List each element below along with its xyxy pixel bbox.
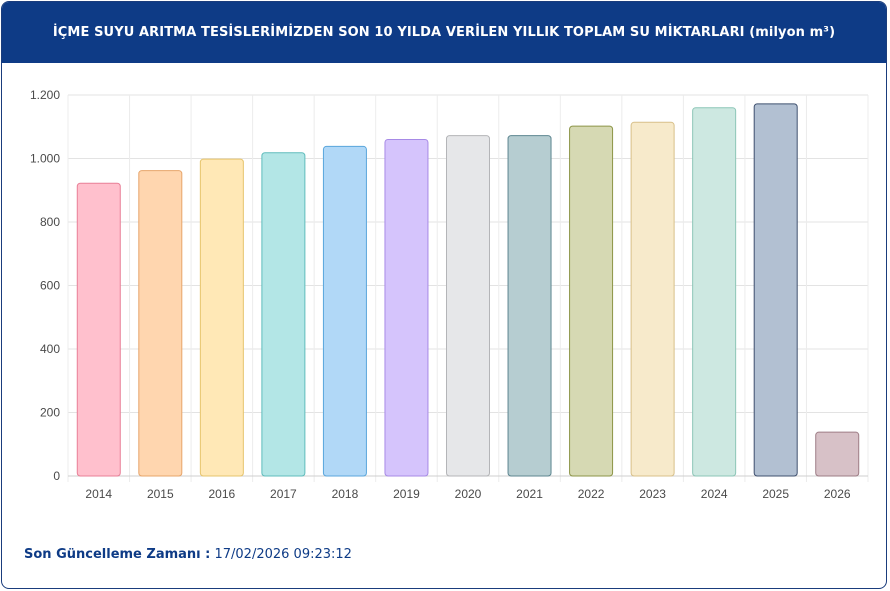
y-tick-label: 600: [40, 279, 60, 293]
y-tick-label: 800: [40, 215, 60, 229]
bar-2020: [446, 135, 490, 477]
bar-2017: [261, 152, 306, 477]
x-tick-label: 2025: [762, 487, 789, 501]
bar-chart: 0 200 400 600 800 1.000 1.200 2014 2015 2016 2017 2…: [30, 88, 869, 501]
x-tick-label: 2024: [701, 487, 728, 501]
bar-2018: [322, 145, 367, 477]
x-tick-label: 2021: [516, 487, 543, 501]
bar-2026: [815, 431, 860, 477]
y-tick-label: 400: [40, 342, 60, 356]
chart-header: İÇME SUYU ARITMA TESİSLERİMİZDEN SON 10 …: [2, 2, 886, 63]
bar-2023: [630, 121, 675, 477]
last-update-value: 17/02/2026 09:23:12: [210, 547, 352, 562]
y-tick-label: 0: [53, 469, 60, 483]
bar-2022: [569, 125, 614, 477]
y-tick-label: 200: [40, 406, 60, 420]
bar-2015: [138, 170, 183, 477]
y-tick-label: 1.200: [30, 88, 60, 102]
x-tick-label: 2022: [578, 487, 605, 501]
x-tick-label: 2026: [824, 487, 851, 501]
x-tick-label: 2020: [455, 487, 482, 501]
x-tick-label: 2018: [332, 487, 359, 501]
x-tick-label: 2019: [393, 487, 420, 501]
x-tick-label: 2015: [147, 487, 174, 501]
x-tick-label: 2023: [639, 487, 666, 501]
x-tick-label: 2014: [85, 487, 112, 501]
x-tick-label: 2017: [270, 487, 297, 501]
last-update: Son Güncelleme Zamanı : 17/02/2026 09:23…: [24, 547, 352, 562]
bar-2016: [199, 158, 244, 477]
bar-2019: [384, 138, 429, 477]
bar-2025: [753, 103, 798, 477]
x-tick-label: 2016: [208, 487, 235, 501]
chart-title: İÇME SUYU ARITMA TESİSLERİMİZDEN SON 10 …: [52, 25, 836, 40]
last-update-label: Son Güncelleme Zamanı :: [24, 547, 211, 562]
y-tick-label: 1.000: [30, 152, 60, 166]
bar-2014: [76, 182, 121, 477]
bar-2024: [692, 107, 737, 477]
bar-2021: [507, 135, 552, 477]
